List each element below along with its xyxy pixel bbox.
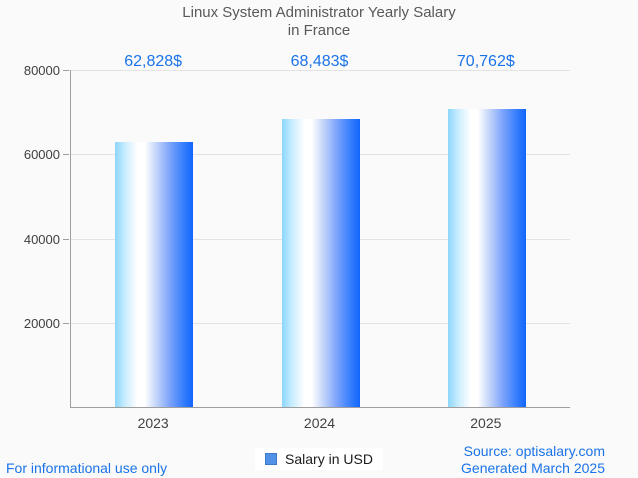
value-label-2023: 62,828$ xyxy=(124,53,183,70)
y-tick-label-40000: 40000 xyxy=(23,231,60,247)
value-label-2024: 68,483$ xyxy=(290,53,349,70)
disclaimer-text: For informational use only xyxy=(6,460,168,476)
source-link[interactable]: Source: optisalary.com xyxy=(463,443,605,459)
generated-date: Generated March 2025 xyxy=(461,460,605,476)
y-tick-mark-60000 xyxy=(63,154,69,156)
x-axis-label-2025: 2025 xyxy=(470,415,502,431)
gridline-80000 xyxy=(71,70,570,71)
plot-area xyxy=(70,70,570,408)
legend-marker-icon xyxy=(265,453,278,465)
y-tick-mark-40000 xyxy=(63,238,69,240)
x-axis-label-2023: 2023 xyxy=(137,415,169,431)
legend-item-salary: Salary in USD xyxy=(255,448,383,470)
source-block: Source: optisalary.com Generated March 2… xyxy=(461,443,605,477)
value-label-2025: 70,762$ xyxy=(456,53,515,70)
bar-2024[interactable] xyxy=(281,118,360,407)
y-tick-label-80000: 80000 xyxy=(23,63,60,78)
y-tick-label-20000: 20000 xyxy=(23,315,60,331)
y-tick-label-60000: 60000 xyxy=(23,147,60,163)
x-axis-label-2024: 2024 xyxy=(303,415,336,431)
y-tick-mark-80000 xyxy=(63,70,69,71)
y-tick-mark-20000 xyxy=(63,322,69,324)
bar-2025[interactable] xyxy=(447,108,526,407)
chart-title: Linux System Administrator Yearly Salary… xyxy=(0,4,638,40)
legend: Salary in USD xyxy=(0,448,638,470)
bar-2023[interactable] xyxy=(115,142,194,407)
chart-title-line2: in France xyxy=(287,22,351,39)
legend-label: Salary in USD xyxy=(285,451,373,467)
chart-title-line1: Linux System Administrator Yearly Salary xyxy=(182,4,456,21)
